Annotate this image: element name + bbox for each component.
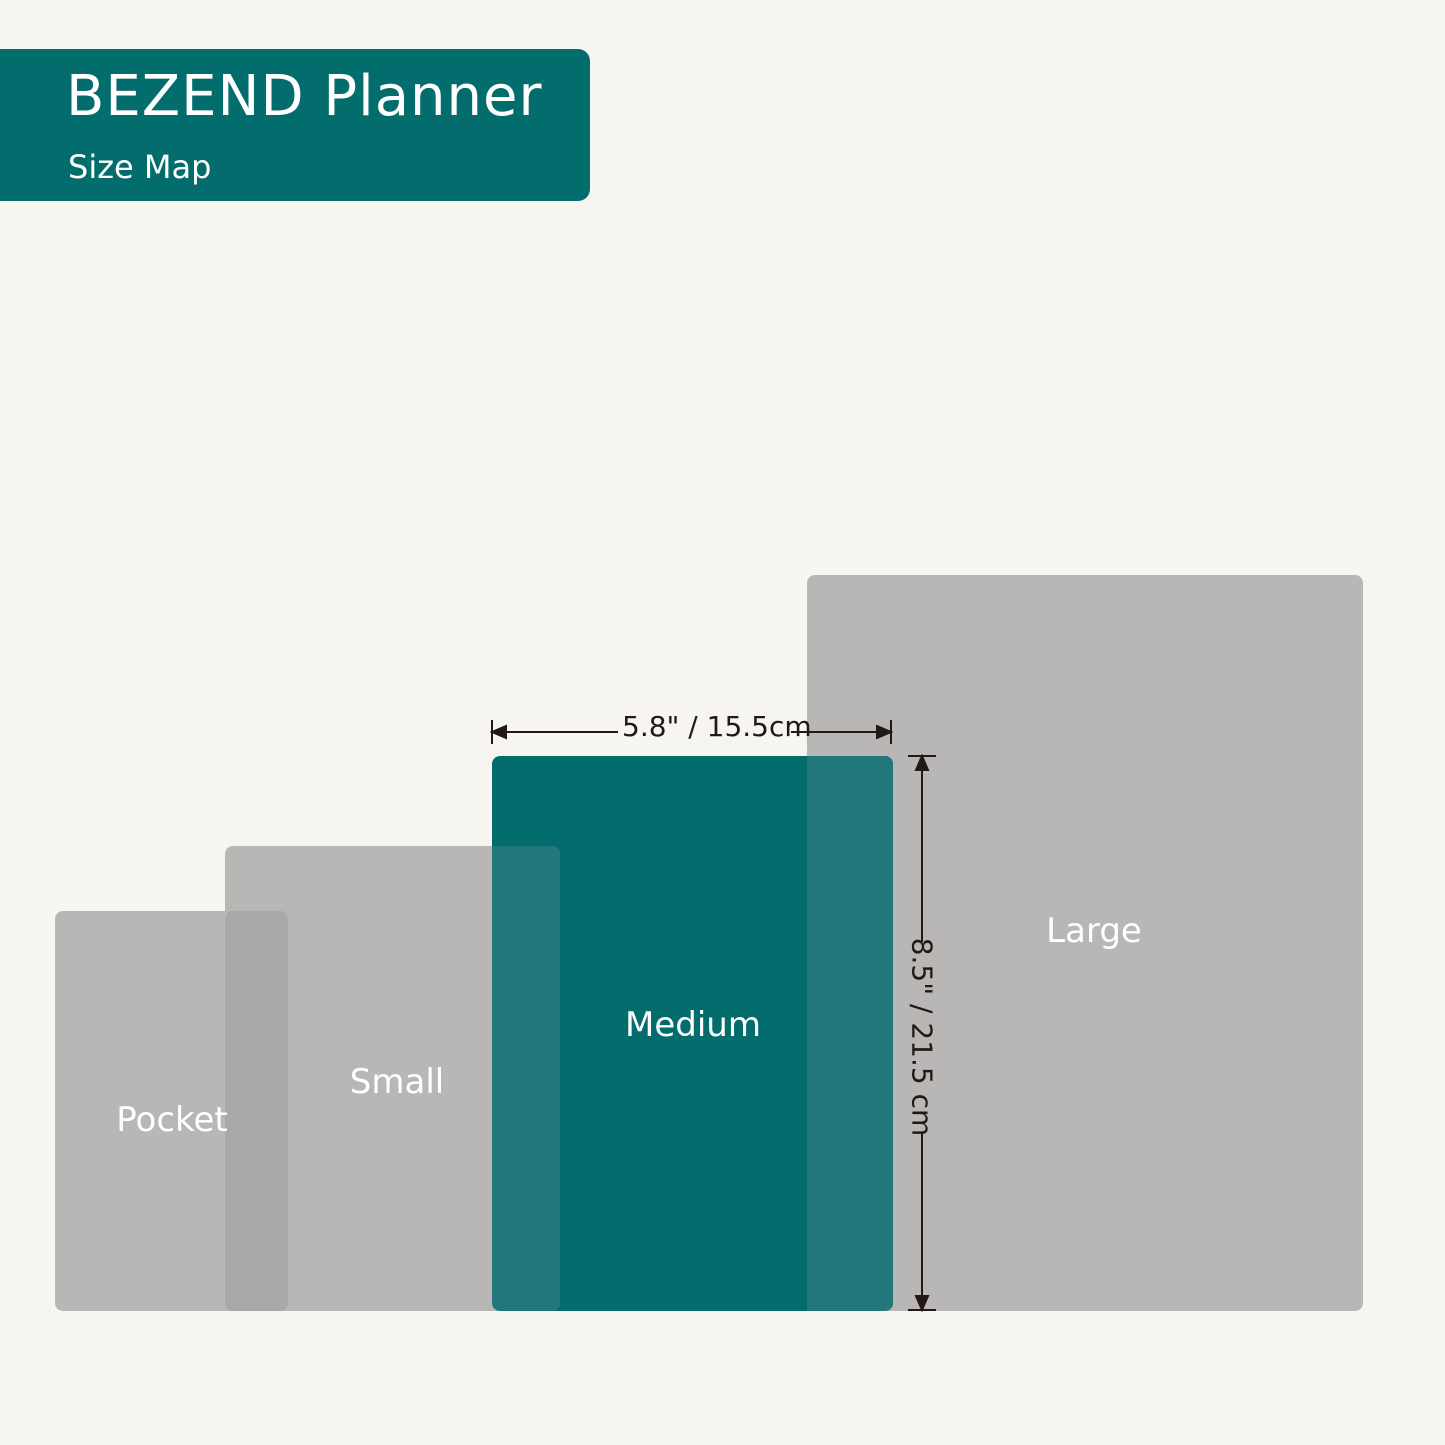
arrow-down-icon <box>914 1295 930 1313</box>
label-pocket: Pocket <box>116 1100 228 1140</box>
title-banner: BEZEND Planner Size Map <box>0 49 590 201</box>
width-dimension-label: 5.8" / 15.5cm <box>622 710 812 743</box>
arrow-up-icon <box>914 753 930 771</box>
size-large <box>807 575 1363 1311</box>
page-title: BEZEND Planner <box>66 64 543 129</box>
overlap-small-medium <box>492 846 560 1311</box>
label-small: Small <box>349 1062 445 1102</box>
arrow-right-icon <box>876 724 894 740</box>
overlap-large-medium <box>807 756 893 1311</box>
overlap-pocket-small <box>225 911 288 1311</box>
label-large: Large <box>1046 911 1142 951</box>
page-subtitle: Size Map <box>68 148 212 186</box>
arrow-left-icon <box>489 724 507 740</box>
height-dimension-label: 8.5" / 21.5 cm <box>905 937 939 1137</box>
label-medium: Medium <box>625 1005 761 1045</box>
